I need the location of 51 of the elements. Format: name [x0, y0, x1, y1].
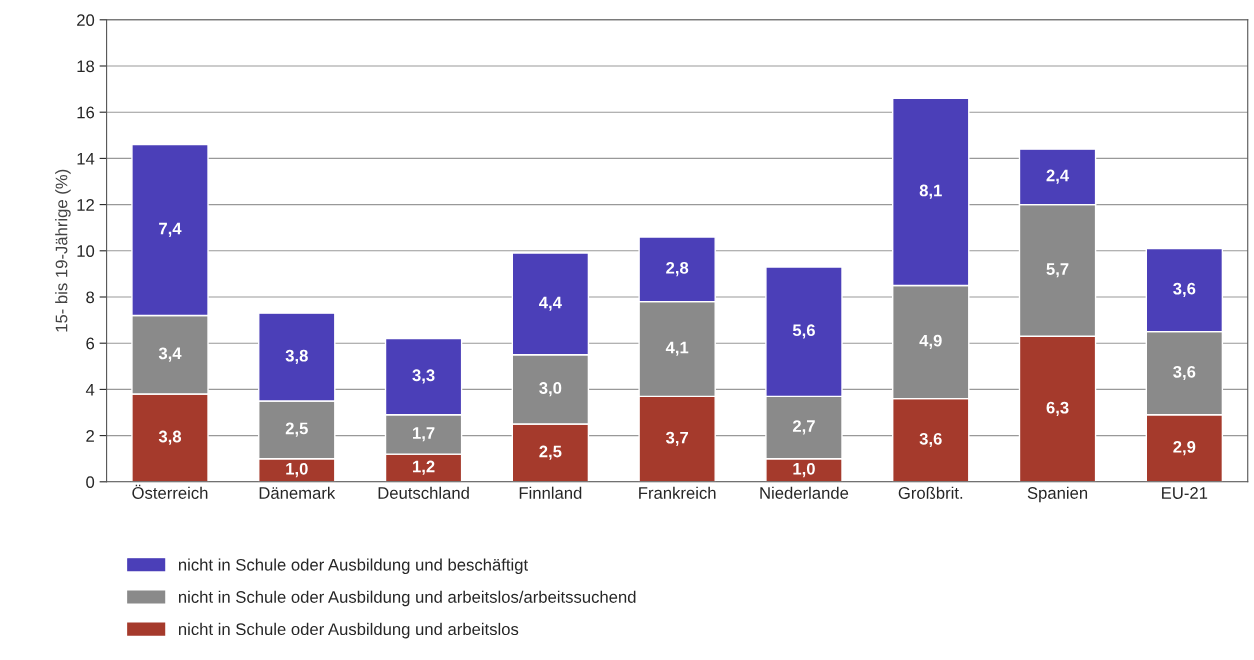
data-label: 3,8	[285, 349, 308, 364]
x-tick-label: Großbrit.	[898, 486, 963, 499]
data-label: 6,3	[1046, 401, 1069, 416]
legend-label: nicht in Schule oder Ausbildung und arbeitslos/arbeitssuchend	[178, 590, 636, 607]
x-tick-label: EU-21	[1162, 487, 1208, 499]
y-tick-label: 18	[77, 60, 95, 73]
x-tick-label: Österreich	[132, 484, 208, 499]
data-label: 3,4	[158, 347, 182, 362]
x-tick-label: Finnland	[519, 486, 582, 499]
data-label: 2,7	[792, 420, 815, 435]
data-label: 5,6	[792, 324, 815, 339]
data-label: 2,5	[285, 422, 308, 437]
x-tick-label: Frankreich	[639, 486, 716, 499]
y-tick-label: 8	[86, 291, 95, 304]
x-tick-label: Niederlande	[760, 486, 849, 499]
y-tick-label: 2	[86, 430, 94, 442]
legend-label: nicht in Schule oder Ausbildung und beschäftigt	[178, 558, 528, 574]
data-label: 1,7	[413, 427, 435, 442]
data-label: 1,0	[286, 462, 308, 478]
y-tick-label: 10	[77, 245, 95, 257]
data-label: 3,7	[665, 431, 689, 446]
data-label: 3,6	[1173, 282, 1196, 297]
data-label: 4,1	[665, 341, 689, 356]
data-label: 8,1	[919, 184, 942, 199]
data-label: 3,8	[158, 430, 182, 445]
data-label: 3,6	[1173, 365, 1196, 381]
data-label: 1,2	[413, 460, 435, 475]
data-label: 7,4	[159, 222, 182, 237]
data-label: 1,0	[793, 462, 815, 478]
data-label: 4,4	[539, 296, 562, 311]
y-axis-title: 15- bis 19-Jährige (%)	[55, 169, 71, 332]
data-label: 2,4	[1046, 169, 1070, 184]
data-label: 2,9	[1173, 440, 1196, 456]
x-tick-label: Dänemark	[259, 486, 336, 499]
y-tick-label: 20	[77, 14, 95, 26]
legend-label: nicht in Schule oder Ausbildung und arbeitslos	[178, 622, 519, 639]
y-tick-label: 12	[77, 199, 94, 211]
x-tick-label: Deutschland	[378, 486, 469, 499]
y-tick-label: 16	[77, 106, 95, 119]
data-label: 4,9	[919, 334, 942, 349]
data-label: 2,8	[666, 261, 689, 277]
y-tick-label: 0	[86, 476, 95, 488]
data-label: 3,0	[539, 382, 562, 397]
data-label: 5,7	[1046, 263, 1069, 278]
data-label: 3,6	[919, 432, 942, 448]
data-label: 3,3	[412, 369, 435, 384]
y-tick-label: 4	[85, 383, 95, 396]
y-tick-label: 14	[77, 152, 95, 165]
y-tick-label: 6	[86, 337, 95, 350]
x-tick-label: Spanien	[1027, 486, 1088, 503]
data-label: 2,5	[539, 445, 562, 460]
